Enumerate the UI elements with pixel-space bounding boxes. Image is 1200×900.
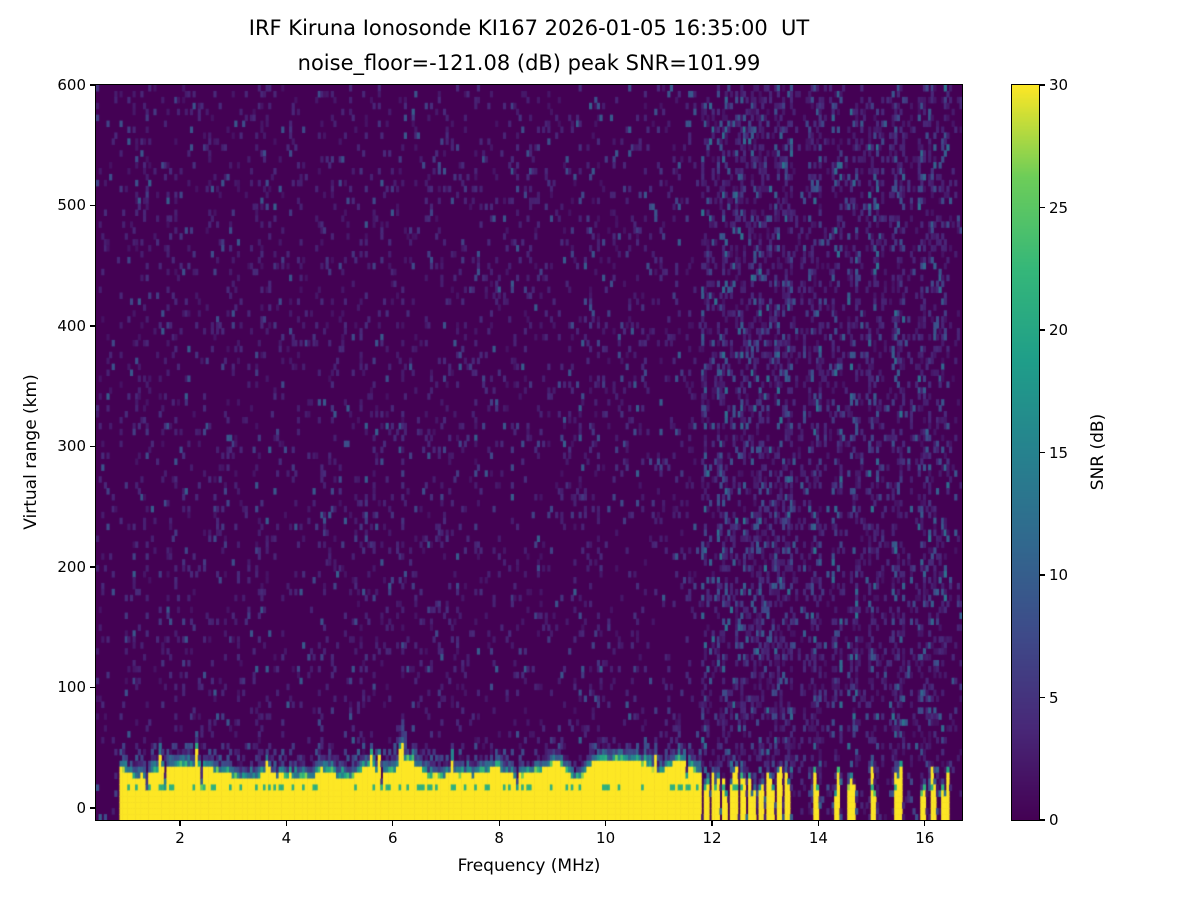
x-tick-label: 14 bbox=[808, 829, 828, 847]
x-tick bbox=[817, 821, 819, 826]
x-tick-label: 12 bbox=[702, 829, 722, 847]
y-tick bbox=[90, 325, 95, 327]
y-tick-label: 200 bbox=[57, 557, 86, 576]
y-tick-label: 600 bbox=[57, 76, 86, 94]
colorbar-tick-label: 20 bbox=[1049, 321, 1069, 339]
colorbar-tick-label: 15 bbox=[1049, 443, 1069, 462]
colorbar-tick bbox=[1040, 451, 1045, 454]
colorbar-tick bbox=[1040, 696, 1045, 699]
colorbar-tick bbox=[1040, 819, 1045, 821]
y-tick bbox=[90, 566, 95, 568]
x-tick bbox=[498, 821, 500, 826]
x-tick bbox=[711, 821, 713, 826]
y-tick bbox=[90, 445, 95, 448]
y-tick bbox=[90, 686, 95, 689]
x-tick-label: 6 bbox=[388, 829, 398, 847]
colorbar-tick bbox=[1040, 329, 1045, 331]
y-tick-label: 0 bbox=[76, 798, 86, 817]
colorbar-tick-label: 10 bbox=[1049, 566, 1069, 584]
colorbar-tick-label: 0 bbox=[1049, 811, 1059, 829]
x-tick-label: 4 bbox=[281, 829, 292, 847]
colorbar-label: SNR (dB) bbox=[1088, 413, 1108, 491]
colorbar-tick bbox=[1040, 206, 1045, 209]
x-tick-label: 8 bbox=[494, 829, 504, 847]
x-tick bbox=[285, 821, 288, 826]
chart-title: IRF Kiruna Ionosonde KI167 2026-01-05 16… bbox=[248, 16, 810, 40]
ionogram-heatmap-canvas bbox=[96, 85, 962, 820]
x-tick bbox=[924, 821, 926, 826]
y-tick-label: 400 bbox=[57, 316, 86, 335]
colorbar-gradient-canvas bbox=[1012, 85, 1039, 820]
y-tick bbox=[90, 807, 95, 809]
x-tick-label: 10 bbox=[596, 829, 616, 847]
y-tick-label: 300 bbox=[57, 437, 86, 456]
y-tick bbox=[90, 204, 95, 207]
colorbar-tick-label: 25 bbox=[1049, 198, 1069, 217]
colorbar bbox=[1011, 84, 1040, 821]
colorbar-tick bbox=[1040, 574, 1045, 576]
x-tick-label: 16 bbox=[915, 829, 935, 847]
chart-subtitle: noise_floor=-121.08 (dB) peak SNR=101.99 bbox=[297, 51, 761, 75]
colorbar-tick-label: 5 bbox=[1049, 688, 1059, 707]
y-tick bbox=[90, 84, 95, 86]
x-axis-label: Frequency (MHz) bbox=[457, 856, 601, 876]
colorbar-tick bbox=[1040, 84, 1045, 86]
plot-area bbox=[95, 84, 963, 821]
x-tick bbox=[179, 821, 181, 826]
x-tick bbox=[392, 821, 394, 826]
colorbar-tick-label: 30 bbox=[1049, 76, 1069, 94]
x-tick-label: 2 bbox=[175, 829, 185, 847]
x-tick bbox=[604, 821, 607, 826]
y-tick-label: 500 bbox=[57, 196, 86, 215]
y-tick-label: 100 bbox=[57, 678, 86, 697]
